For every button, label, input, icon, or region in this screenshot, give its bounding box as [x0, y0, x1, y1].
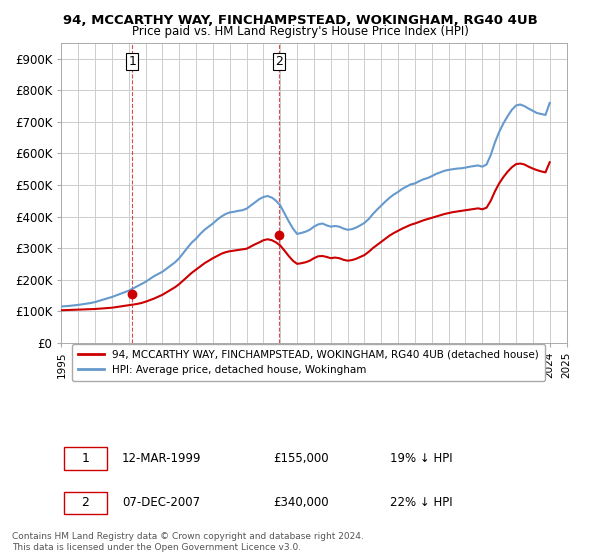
Legend: 94, MCCARTHY WAY, FINCHAMPSTEAD, WOKINGHAM, RG40 4UB (detached house), HPI: Aver: 94, MCCARTHY WAY, FINCHAMPSTEAD, WOKINGH… [71, 344, 545, 381]
Text: 22% ↓ HPI: 22% ↓ HPI [390, 496, 452, 509]
Text: 94, MCCARTHY WAY, FINCHAMPSTEAD, WOKINGHAM, RG40 4UB: 94, MCCARTHY WAY, FINCHAMPSTEAD, WOKINGH… [62, 14, 538, 27]
Text: 1: 1 [81, 452, 89, 465]
Text: 12-MAR-1999: 12-MAR-1999 [122, 452, 202, 465]
FancyBboxPatch shape [64, 492, 107, 514]
Text: 19% ↓ HPI: 19% ↓ HPI [390, 452, 452, 465]
Text: Price paid vs. HM Land Registry's House Price Index (HPI): Price paid vs. HM Land Registry's House … [131, 25, 469, 38]
Text: £155,000: £155,000 [274, 452, 329, 465]
Text: £340,000: £340,000 [274, 496, 329, 509]
Text: 2: 2 [275, 55, 283, 68]
Text: Contains HM Land Registry data © Crown copyright and database right 2024.
This d: Contains HM Land Registry data © Crown c… [12, 532, 364, 552]
Text: 07-DEC-2007: 07-DEC-2007 [122, 496, 200, 509]
Text: 1: 1 [128, 55, 136, 68]
FancyBboxPatch shape [64, 447, 107, 470]
Text: 2: 2 [81, 496, 89, 509]
